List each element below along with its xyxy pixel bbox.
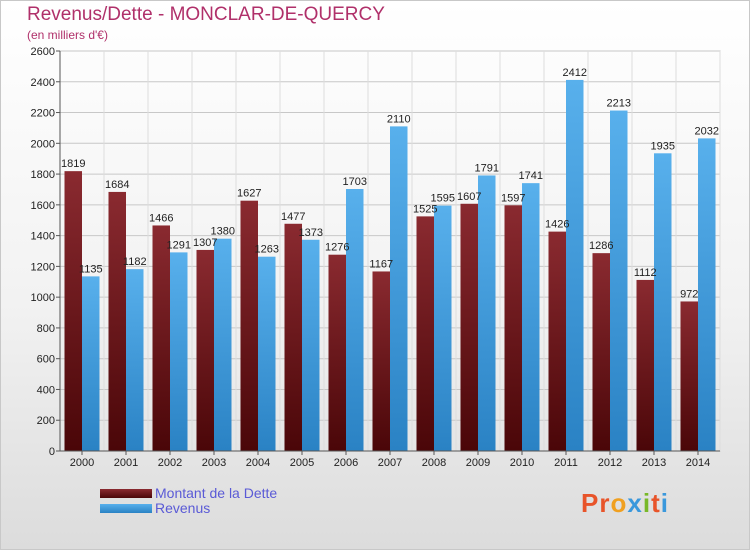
bar-revenus-2007 xyxy=(390,126,408,451)
bar-revenus-2001 xyxy=(126,269,144,451)
data-label-revenus-2008: 1595 xyxy=(431,193,455,205)
data-label-revenus-2002: 1291 xyxy=(167,239,191,251)
data-label-dette-2010: 1597 xyxy=(501,192,525,204)
bar-revenus-2012 xyxy=(610,110,628,452)
proxiti-logo: Proxiti xyxy=(581,488,669,518)
data-label-revenus-2007: 2110 xyxy=(387,113,411,125)
data-label-dette-2009: 1607 xyxy=(457,191,481,203)
bar-dette-2009 xyxy=(460,203,478,451)
x-tick-label-2010: 2010 xyxy=(510,457,534,469)
x-tick-label-2009: 2009 xyxy=(466,457,490,469)
data-label-dette-2001: 1684 xyxy=(105,179,129,191)
y-tick-label: 0 xyxy=(49,446,55,458)
x-tick-label-2005: 2005 xyxy=(290,457,314,469)
x-tick-label-2008: 2008 xyxy=(422,457,446,469)
x-tick-label-2002: 2002 xyxy=(158,457,182,469)
y-tick-label: 800 xyxy=(37,323,55,335)
bar-dette-2014 xyxy=(680,301,698,451)
bar-revenus-2014 xyxy=(698,138,716,451)
bar-dette-2004 xyxy=(240,200,258,451)
x-tick-label-2014: 2014 xyxy=(686,457,710,469)
data-label-revenus-2011: 2412 xyxy=(563,67,587,79)
bar-dette-2012 xyxy=(592,253,610,451)
data-label-revenus-2000: 1135 xyxy=(79,263,103,275)
legend-swatch-dette xyxy=(100,488,152,498)
y-tick-label: 2400 xyxy=(31,77,55,89)
data-label-revenus-2012: 2213 xyxy=(607,98,631,110)
legend-item-revenus: Revenus xyxy=(100,500,211,516)
data-label-dette-2013: 1112 xyxy=(634,267,657,279)
bar-revenus-2005 xyxy=(302,239,320,451)
y-tick-label: 1200 xyxy=(31,261,55,273)
data-label-dette-2005: 1477 xyxy=(281,211,305,223)
bar-dette-2005 xyxy=(284,223,302,451)
bar-revenus-2008 xyxy=(434,205,452,451)
y-tick-label: 600 xyxy=(37,354,55,366)
y-tick-label: 2200 xyxy=(31,108,55,120)
data-label-revenus-2001: 1182 xyxy=(123,256,147,268)
x-tick-label-2011: 2011 xyxy=(554,457,578,469)
x-tick-label-2000: 2000 xyxy=(70,457,94,469)
bar-dette-2000 xyxy=(64,171,82,451)
y-tick-label: 200 xyxy=(37,415,55,427)
x-tick-label-2003: 2003 xyxy=(202,457,226,469)
bar-dette-2002 xyxy=(152,225,170,451)
bar-dette-2013 xyxy=(636,279,654,451)
data-label-revenus-2010: 1741 xyxy=(519,170,543,182)
chart-title: Revenus/Dette - MONCLAR-DE-QUERCY xyxy=(27,4,385,25)
y-tick-label: 2600 xyxy=(31,46,55,58)
data-label-dette-2006: 1276 xyxy=(325,242,349,254)
y-tick-label: 1400 xyxy=(31,231,55,243)
bar-revenus-2010 xyxy=(522,183,540,451)
bar-revenus-2011 xyxy=(566,79,584,451)
bar-revenus-2004 xyxy=(258,256,276,451)
bar-revenus-2013 xyxy=(654,153,672,452)
x-tick-label-2013: 2013 xyxy=(642,457,666,469)
y-tick-label: 1800 xyxy=(31,169,55,181)
bar-dette-2007 xyxy=(372,271,390,451)
bar-dette-2010 xyxy=(504,205,522,451)
bar-revenus-2006 xyxy=(346,189,364,451)
data-label-revenus-2004: 1263 xyxy=(255,244,279,256)
data-label-revenus-2006: 1703 xyxy=(343,176,367,188)
data-label-dette-2012: 1286 xyxy=(589,240,613,252)
data-label-dette-2007: 1167 xyxy=(369,258,393,270)
data-label-revenus-2013: 1935 xyxy=(651,140,675,152)
data-label-revenus-2014: 2032 xyxy=(695,125,719,137)
data-label-dette-2014: 972 xyxy=(680,288,698,300)
bar-revenus-2000 xyxy=(82,276,100,451)
legend-label-revenus: Revenus xyxy=(155,500,211,516)
legend-label-dette: Montant de la Dette xyxy=(155,485,278,501)
x-tick-label-2004: 2004 xyxy=(246,457,270,469)
bar-dette-2008 xyxy=(416,216,434,451)
data-label-dette-2008: 1525 xyxy=(413,203,437,215)
x-tick-label-2007: 2007 xyxy=(378,457,402,469)
data-label-revenus-2009: 1791 xyxy=(475,162,499,174)
data-label-dette-2004: 1627 xyxy=(237,188,261,200)
legend-swatch-revenus xyxy=(100,503,152,513)
data-label-dette-2011: 1426 xyxy=(545,219,569,231)
bar-dette-2001 xyxy=(108,191,126,451)
bar-revenus-2002 xyxy=(170,252,188,451)
x-tick-label-2006: 2006 xyxy=(334,457,358,469)
chart-subtitle: (en milliers d'€) xyxy=(27,28,108,42)
bar-revenus-2009 xyxy=(478,175,496,451)
bar-revenus-2003 xyxy=(214,238,232,451)
data-label-dette-2002: 1466 xyxy=(149,212,173,224)
y-tick-label: 400 xyxy=(37,384,55,396)
data-label-revenus-2003: 1380 xyxy=(211,226,235,238)
data-label-dette-2003: 1307 xyxy=(193,237,217,249)
y-tick-label: 2000 xyxy=(31,138,55,150)
y-tick-label: 1600 xyxy=(31,200,55,212)
x-tick-label-2012: 2012 xyxy=(598,457,622,469)
bar-dette-2011 xyxy=(548,231,566,451)
data-label-revenus-2005: 1373 xyxy=(299,227,323,239)
bar-dette-2006 xyxy=(328,254,346,451)
legend-item-dette: Montant de la Dette xyxy=(100,485,278,501)
bar-dette-2003 xyxy=(196,249,214,451)
data-label-dette-2000: 1819 xyxy=(61,158,85,170)
y-tick-label: 1000 xyxy=(31,292,55,304)
x-tick-label-2001: 2001 xyxy=(114,457,138,469)
